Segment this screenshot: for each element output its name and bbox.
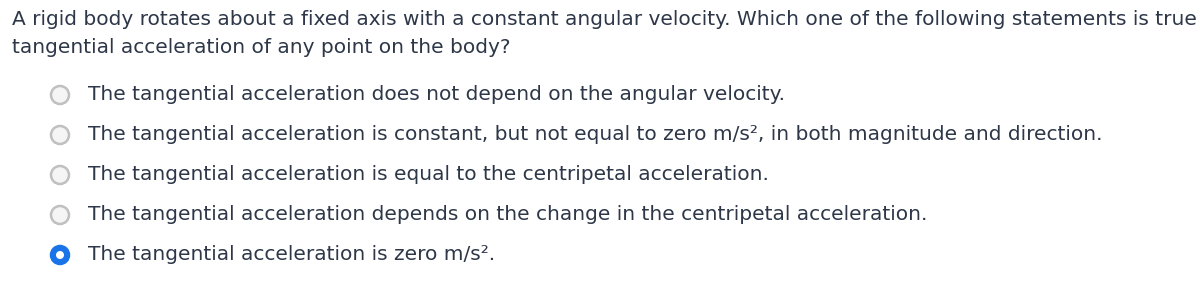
Circle shape <box>56 251 64 259</box>
Text: The tangential acceleration depends on the change in the centripetal acceleratio: The tangential acceleration depends on t… <box>88 205 928 224</box>
Circle shape <box>50 246 70 264</box>
Circle shape <box>50 126 70 144</box>
Circle shape <box>50 86 70 104</box>
Text: The tangential acceleration is constant, but not equal to zero m/s², in both mag: The tangential acceleration is constant,… <box>88 126 1103 144</box>
Text: The tangential acceleration is zero m/s².: The tangential acceleration is zero m/s²… <box>88 246 496 265</box>
Text: A rigid body rotates about a fixed axis with a constant angular velocity. Which : A rigid body rotates about a fixed axis … <box>12 10 1200 29</box>
Text: The tangential acceleration is equal to the centripetal acceleration.: The tangential acceleration is equal to … <box>88 165 769 185</box>
Text: tangential acceleration of any point on the body?: tangential acceleration of any point on … <box>12 38 510 57</box>
Circle shape <box>50 166 70 184</box>
Circle shape <box>50 206 70 224</box>
Text: The tangential acceleration does not depend on the angular velocity.: The tangential acceleration does not dep… <box>88 85 785 104</box>
